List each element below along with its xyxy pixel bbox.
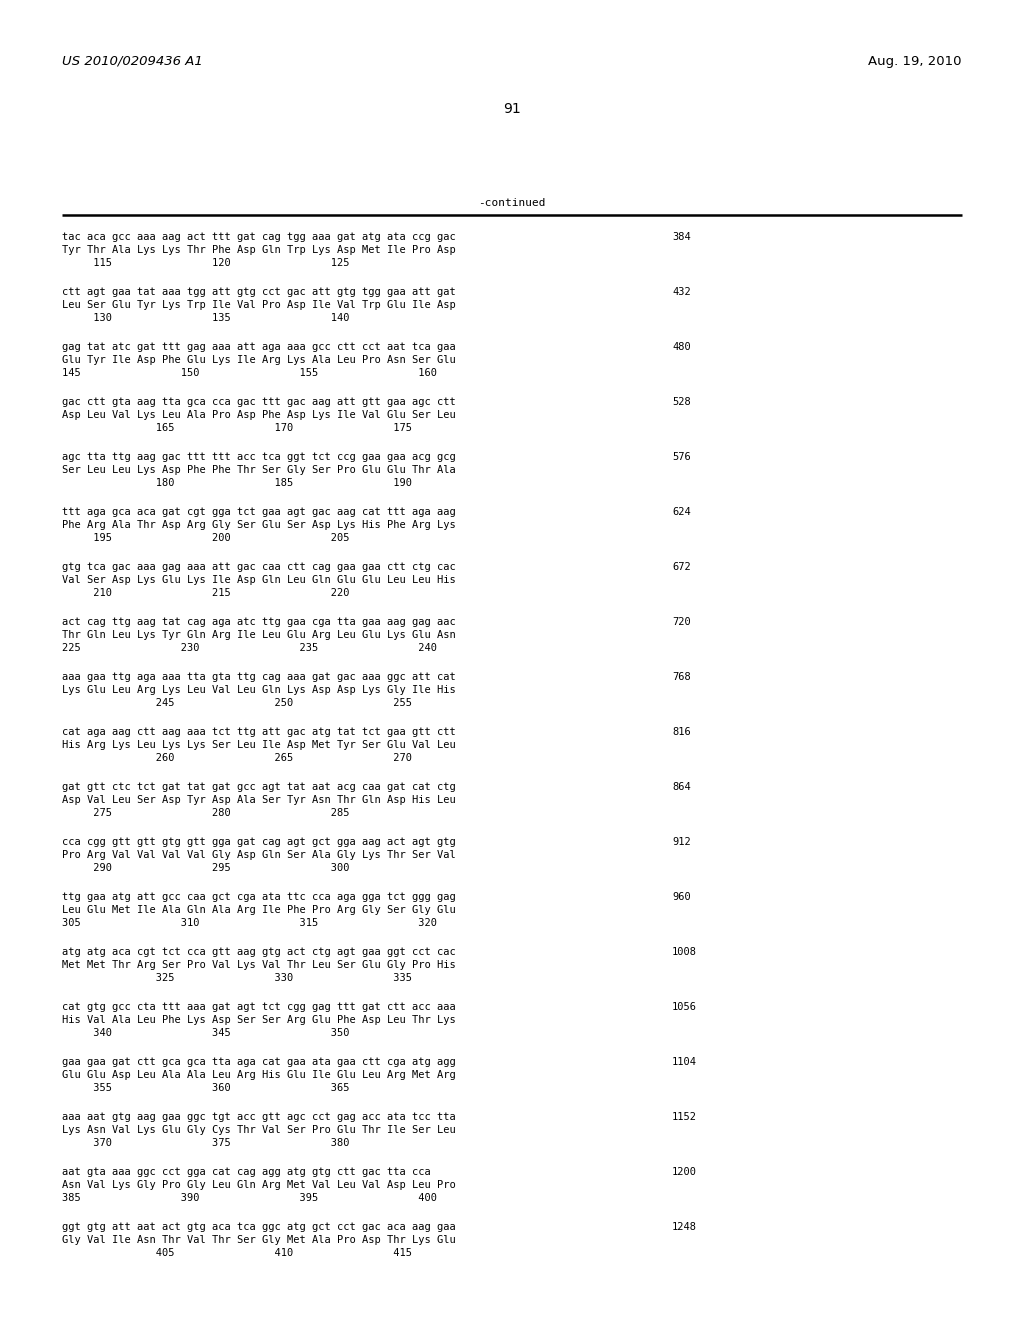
Text: 165                170                175: 165 170 175 bbox=[62, 422, 412, 433]
Text: act cag ttg aag tat cag aga atc ttg gaa cga tta gaa aag gag aac: act cag ttg aag tat cag aga atc ttg gaa … bbox=[62, 616, 456, 627]
Text: Val Ser Asp Lys Glu Lys Ile Asp Gln Leu Gln Glu Glu Leu Leu His: Val Ser Asp Lys Glu Lys Ile Asp Gln Leu … bbox=[62, 576, 456, 585]
Text: 1104: 1104 bbox=[672, 1057, 697, 1067]
Text: 576: 576 bbox=[672, 451, 691, 462]
Text: 325                330                335: 325 330 335 bbox=[62, 973, 412, 983]
Text: 145                150                155                160: 145 150 155 160 bbox=[62, 368, 437, 378]
Text: ttg gaa atg att gcc caa gct cga ata ttc cca aga gga tct ggg gag: ttg gaa atg att gcc caa gct cga ata ttc … bbox=[62, 892, 456, 902]
Text: 340                345                350: 340 345 350 bbox=[62, 1028, 349, 1038]
Text: 816: 816 bbox=[672, 727, 691, 737]
Text: 405                410                415: 405 410 415 bbox=[62, 1247, 412, 1258]
Text: 480: 480 bbox=[672, 342, 691, 352]
Text: Asp Val Leu Ser Asp Tyr Asp Ala Ser Tyr Asn Thr Gln Asp His Leu: Asp Val Leu Ser Asp Tyr Asp Ala Ser Tyr … bbox=[62, 795, 456, 805]
Text: His Val Ala Leu Phe Lys Asp Ser Ser Arg Glu Phe Asp Leu Thr Lys: His Val Ala Leu Phe Lys Asp Ser Ser Arg … bbox=[62, 1015, 456, 1026]
Text: 1152: 1152 bbox=[672, 1111, 697, 1122]
Text: Asp Leu Val Lys Leu Ala Pro Asp Phe Asp Lys Ile Val Glu Ser Leu: Asp Leu Val Lys Leu Ala Pro Asp Phe Asp … bbox=[62, 411, 456, 420]
Text: agc tta ttg aag gac ttt ttt acc tca ggt tct ccg gaa gaa acg gcg: agc tta ttg aag gac ttt ttt acc tca ggt … bbox=[62, 451, 456, 462]
Text: 275                280                285: 275 280 285 bbox=[62, 808, 349, 818]
Text: aaa aat gtg aag gaa ggc tgt acc gtt agc cct gag acc ata tcc tta: aaa aat gtg aag gaa ggc tgt acc gtt agc … bbox=[62, 1111, 456, 1122]
Text: 1056: 1056 bbox=[672, 1002, 697, 1012]
Text: Lys Asn Val Lys Glu Gly Cys Thr Val Ser Pro Glu Thr Ile Ser Leu: Lys Asn Val Lys Glu Gly Cys Thr Val Ser … bbox=[62, 1125, 456, 1135]
Text: Ser Leu Leu Lys Asp Phe Phe Thr Ser Gly Ser Pro Glu Glu Thr Ala: Ser Leu Leu Lys Asp Phe Phe Thr Ser Gly … bbox=[62, 465, 456, 475]
Text: tac aca gcc aaa aag act ttt gat cag tgg aaa gat atg ata ccg gac: tac aca gcc aaa aag act ttt gat cag tgg … bbox=[62, 232, 456, 242]
Text: ctt agt gaa tat aaa tgg att gtg cct gac att gtg tgg gaa att gat: ctt agt gaa tat aaa tgg att gtg cct gac … bbox=[62, 286, 456, 297]
Text: Met Met Thr Arg Ser Pro Val Lys Val Thr Leu Ser Glu Gly Pro His: Met Met Thr Arg Ser Pro Val Lys Val Thr … bbox=[62, 960, 456, 970]
Text: 432: 432 bbox=[672, 286, 691, 297]
Text: 720: 720 bbox=[672, 616, 691, 627]
Text: US 2010/0209436 A1: US 2010/0209436 A1 bbox=[62, 55, 203, 69]
Text: Lys Glu Leu Arg Lys Leu Val Leu Gln Lys Asp Asp Lys Gly Ile His: Lys Glu Leu Arg Lys Leu Val Leu Gln Lys … bbox=[62, 685, 456, 696]
Text: 385                390                395                400: 385 390 395 400 bbox=[62, 1193, 437, 1203]
Text: 1248: 1248 bbox=[672, 1222, 697, 1232]
Text: Thr Gln Leu Lys Tyr Gln Arg Ile Leu Glu Arg Leu Glu Lys Glu Asn: Thr Gln Leu Lys Tyr Gln Arg Ile Leu Glu … bbox=[62, 630, 456, 640]
Text: 1200: 1200 bbox=[672, 1167, 697, 1177]
Text: gac ctt gta aag tta gca cca gac ttt gac aag att gtt gaa agc ctt: gac ctt gta aag tta gca cca gac ttt gac … bbox=[62, 397, 456, 407]
Text: 195                200                205: 195 200 205 bbox=[62, 533, 349, 543]
Text: 91: 91 bbox=[503, 102, 521, 116]
Text: 1008: 1008 bbox=[672, 946, 697, 957]
Text: Leu Glu Met Ile Ala Gln Ala Arg Ile Phe Pro Arg Gly Ser Gly Glu: Leu Glu Met Ile Ala Gln Ala Arg Ile Phe … bbox=[62, 906, 456, 915]
Text: Glu Tyr Ile Asp Phe Glu Lys Ile Arg Lys Ala Leu Pro Asn Ser Glu: Glu Tyr Ile Asp Phe Glu Lys Ile Arg Lys … bbox=[62, 355, 456, 366]
Text: Pro Arg Val Val Val Val Gly Asp Gln Ser Ala Gly Lys Thr Ser Val: Pro Arg Val Val Val Val Gly Asp Gln Ser … bbox=[62, 850, 456, 861]
Text: aat gta aaa ggc cct gga cat cag agg atg gtg ctt gac tta cca: aat gta aaa ggc cct gga cat cag agg atg … bbox=[62, 1167, 431, 1177]
Text: 290                295                300: 290 295 300 bbox=[62, 863, 349, 873]
Text: His Arg Lys Leu Lys Lys Ser Leu Ile Asp Met Tyr Ser Glu Val Leu: His Arg Lys Leu Lys Lys Ser Leu Ile Asp … bbox=[62, 741, 456, 750]
Text: 260                265                270: 260 265 270 bbox=[62, 752, 412, 763]
Text: 305                310                315                320: 305 310 315 320 bbox=[62, 917, 437, 928]
Text: ggt gtg att aat act gtg aca tca ggc atg gct cct gac aca aag gaa: ggt gtg att aat act gtg aca tca ggc atg … bbox=[62, 1222, 456, 1232]
Text: aaa gaa ttg aga aaa tta gta ttg cag aaa gat gac aaa ggc att cat: aaa gaa ttg aga aaa tta gta ttg cag aaa … bbox=[62, 672, 456, 682]
Text: Gly Val Ile Asn Thr Val Thr Ser Gly Met Ala Pro Asp Thr Lys Glu: Gly Val Ile Asn Thr Val Thr Ser Gly Met … bbox=[62, 1236, 456, 1245]
Text: 528: 528 bbox=[672, 397, 691, 407]
Text: 245                250                255: 245 250 255 bbox=[62, 698, 412, 708]
Text: 912: 912 bbox=[672, 837, 691, 847]
Text: 960: 960 bbox=[672, 892, 691, 902]
Text: 864: 864 bbox=[672, 781, 691, 792]
Text: 768: 768 bbox=[672, 672, 691, 682]
Text: gag tat atc gat ttt gag aaa att aga aaa gcc ctt cct aat tca gaa: gag tat atc gat ttt gag aaa att aga aaa … bbox=[62, 342, 456, 352]
Text: Glu Glu Asp Leu Ala Ala Leu Arg His Glu Ile Glu Leu Arg Met Arg: Glu Glu Asp Leu Ala Ala Leu Arg His Glu … bbox=[62, 1071, 456, 1080]
Text: atg atg aca cgt tct cca gtt aag gtg act ctg agt gaa ggt cct cac: atg atg aca cgt tct cca gtt aag gtg act … bbox=[62, 946, 456, 957]
Text: 210                215                220: 210 215 220 bbox=[62, 587, 349, 598]
Text: 115                120                125: 115 120 125 bbox=[62, 257, 349, 268]
Text: Asn Val Lys Gly Pro Gly Leu Gln Arg Met Val Leu Val Asp Leu Pro: Asn Val Lys Gly Pro Gly Leu Gln Arg Met … bbox=[62, 1180, 456, 1191]
Text: 624: 624 bbox=[672, 507, 691, 517]
Text: 672: 672 bbox=[672, 562, 691, 572]
Text: Aug. 19, 2010: Aug. 19, 2010 bbox=[868, 55, 962, 69]
Text: 180                185                190: 180 185 190 bbox=[62, 478, 412, 488]
Text: gat gtt ctc tct gat tat gat gcc agt tat aat acg caa gat cat ctg: gat gtt ctc tct gat tat gat gcc agt tat … bbox=[62, 781, 456, 792]
Text: cat gtg gcc cta ttt aaa gat agt tct cgg gag ttt gat ctt acc aaa: cat gtg gcc cta ttt aaa gat agt tct cgg … bbox=[62, 1002, 456, 1012]
Text: 370                375                380: 370 375 380 bbox=[62, 1138, 349, 1148]
Text: 130                135                140: 130 135 140 bbox=[62, 313, 349, 323]
Text: cat aga aag ctt aag aaa tct ttg att gac atg tat tct gaa gtt ctt: cat aga aag ctt aag aaa tct ttg att gac … bbox=[62, 727, 456, 737]
Text: -continued: -continued bbox=[478, 198, 546, 209]
Text: cca cgg gtt gtt gtg gtt gga gat cag agt gct gga aag act agt gtg: cca cgg gtt gtt gtg gtt gga gat cag agt … bbox=[62, 837, 456, 847]
Text: ttt aga gca aca gat cgt gga tct gaa agt gac aag cat ttt aga aag: ttt aga gca aca gat cgt gga tct gaa agt … bbox=[62, 507, 456, 517]
Text: Phe Arg Ala Thr Asp Arg Gly Ser Glu Ser Asp Lys His Phe Arg Lys: Phe Arg Ala Thr Asp Arg Gly Ser Glu Ser … bbox=[62, 520, 456, 531]
Text: 225                230                235                240: 225 230 235 240 bbox=[62, 643, 437, 653]
Text: gaa gaa gat ctt gca gca tta aga cat gaa ata gaa ctt cga atg agg: gaa gaa gat ctt gca gca tta aga cat gaa … bbox=[62, 1057, 456, 1067]
Text: 384: 384 bbox=[672, 232, 691, 242]
Text: Tyr Thr Ala Lys Lys Thr Phe Asp Gln Trp Lys Asp Met Ile Pro Asp: Tyr Thr Ala Lys Lys Thr Phe Asp Gln Trp … bbox=[62, 246, 456, 255]
Text: Leu Ser Glu Tyr Lys Trp Ile Val Pro Asp Ile Val Trp Glu Ile Asp: Leu Ser Glu Tyr Lys Trp Ile Val Pro Asp … bbox=[62, 300, 456, 310]
Text: gtg tca gac aaa gag aaa att gac caa ctt cag gaa gaa ctt ctg cac: gtg tca gac aaa gag aaa att gac caa ctt … bbox=[62, 562, 456, 572]
Text: 355                360                365: 355 360 365 bbox=[62, 1082, 349, 1093]
